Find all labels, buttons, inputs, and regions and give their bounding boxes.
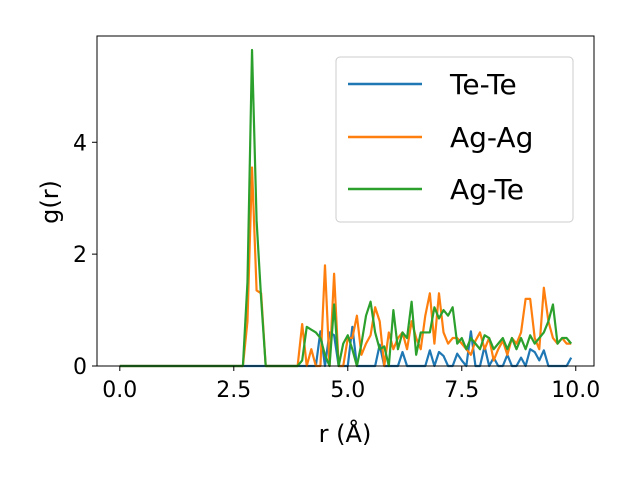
y-axis-label: g(r)	[36, 180, 64, 224]
y-tick-label: 4	[73, 131, 87, 156]
legend-ag-te-label: Ag-Te	[450, 173, 524, 206]
x-tick-label: 0.0	[102, 378, 137, 403]
x-tick-label: 7.5	[444, 378, 479, 403]
legend: Te-Te Ag-Ag Ag-Te	[335, 56, 574, 223]
legend-te-te-label: Te-Te	[449, 68, 517, 101]
x-tick-label: 10.0	[551, 378, 600, 403]
y-tick-label: 2	[73, 243, 87, 268]
x-tick-label: 2.5	[216, 378, 251, 403]
y-axis-ticks: 0 2 4	[73, 131, 97, 380]
x-tick-label: 5.0	[330, 378, 365, 403]
y-tick-label: 0	[73, 355, 87, 380]
x-axis-label: r (Å)	[319, 419, 372, 448]
plot-frame	[96, 35, 595, 367]
legend-ag-ag-label: Ag-Ag	[450, 121, 533, 154]
x-axis-ticks: 0.0 2.5 5.0 7.5 10.0	[102, 366, 600, 403]
legend-box	[335, 56, 574, 223]
